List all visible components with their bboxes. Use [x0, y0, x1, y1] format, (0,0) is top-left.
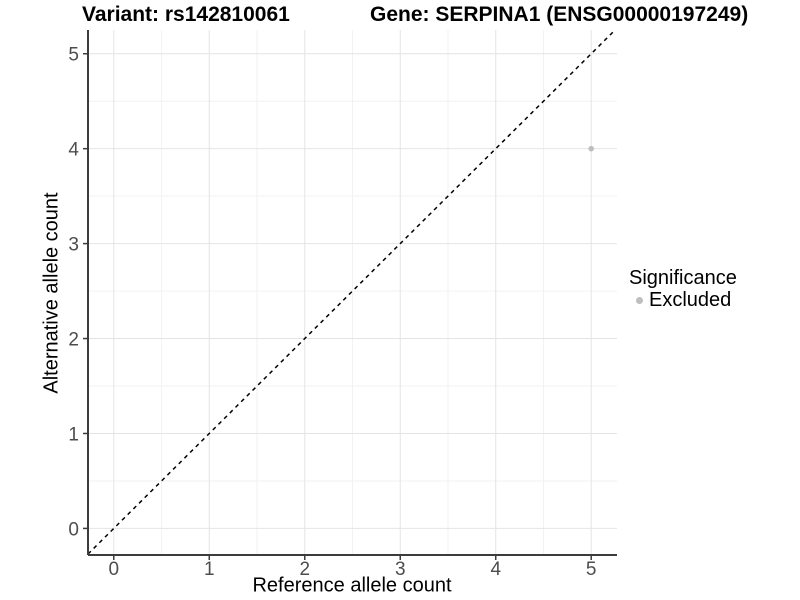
- x-tick-label: 1: [204, 559, 215, 580]
- y-tick-label: 0: [68, 519, 79, 540]
- x-tick-label: 3: [395, 559, 406, 580]
- legend-item-excluded: Excluded: [629, 289, 737, 311]
- legend-key-dot-icon: [636, 296, 643, 304]
- legend-title: Significance: [629, 267, 737, 289]
- x-tick-label: 4: [490, 559, 501, 580]
- legend-item-label: Excluded: [649, 288, 732, 311]
- plot-title-variant: Variant: rs142810061: [82, 3, 290, 26]
- y-tick-label: 2: [68, 330, 79, 351]
- y-tick-label: 1: [68, 424, 79, 445]
- data-point: [588, 145, 595, 152]
- x-tick-label: 2: [299, 559, 310, 580]
- identity-reference-line: [87, 29, 616, 555]
- x-tick-label: 0: [108, 559, 119, 580]
- y-axis-label: Alternative allele count: [40, 192, 63, 394]
- x-axis-label: Reference allele count: [252, 574, 452, 597]
- plot-title-gene: Gene: SERPINA1 (ENSG00000197249): [370, 3, 749, 26]
- y-tick-label: 4: [68, 140, 79, 161]
- x-tick-label: 5: [586, 559, 597, 580]
- y-tick-label: 3: [68, 235, 79, 256]
- y-tick-label: 5: [68, 45, 79, 66]
- legend: Significance Excluded: [629, 267, 737, 311]
